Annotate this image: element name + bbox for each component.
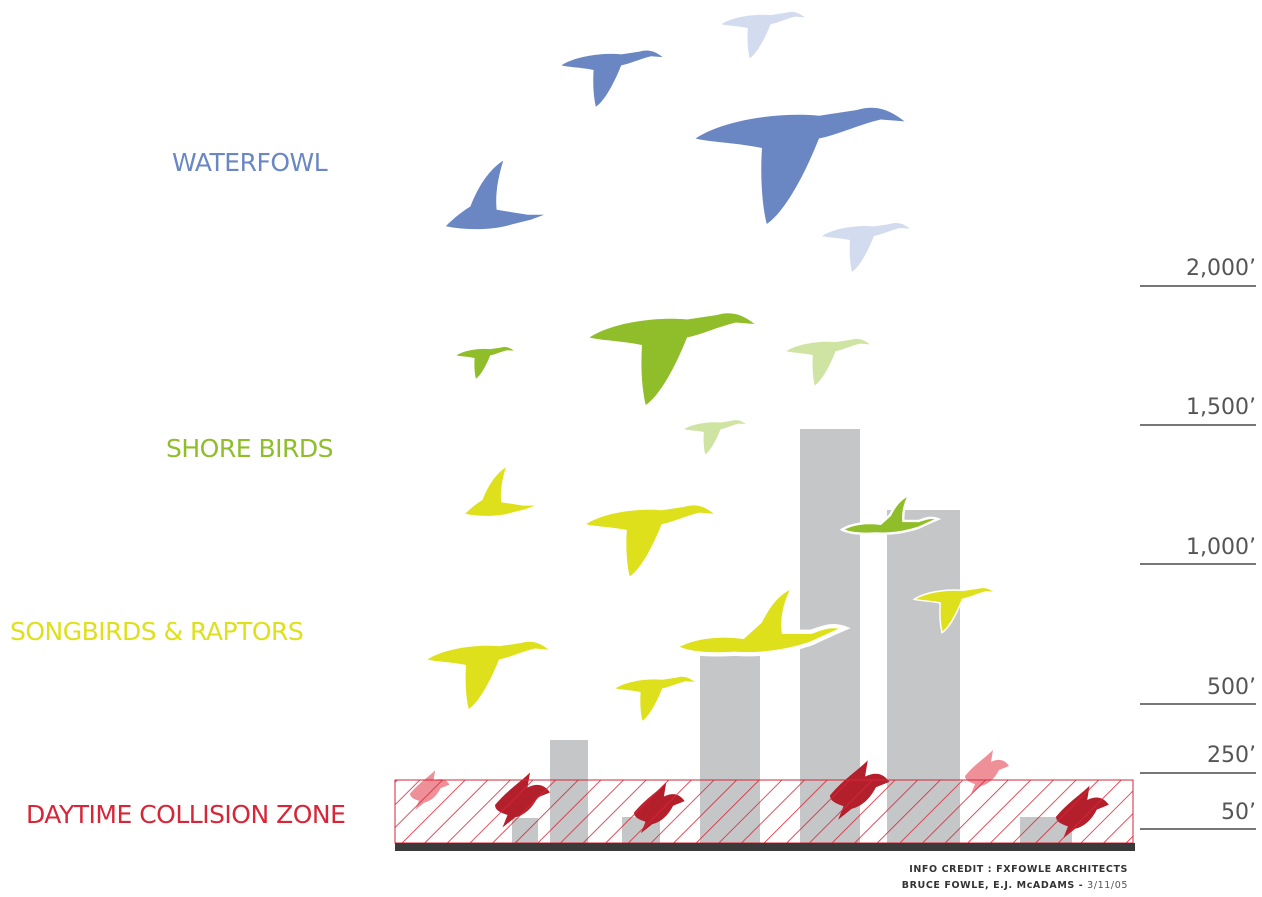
label-collision-zone: DAYTIME COLLISION ZONE <box>26 800 346 829</box>
label-songbirds-raptors: SONGBIRDS & RAPTORS <box>10 617 304 646</box>
songbird-1 <box>465 467 535 516</box>
altitude-50-line <box>1140 828 1256 830</box>
altitude-1500: 1,500’ <box>1186 395 1256 420</box>
altitude-50: 50’ <box>1221 800 1256 825</box>
waterfowl-goose-2 <box>695 107 905 224</box>
altitude-500: 500’ <box>1207 675 1256 700</box>
altitude-2000: 2,000’ <box>1186 256 1256 281</box>
label-shore-birds: SHORE BIRDS <box>166 434 333 463</box>
label-waterfowl: WATERFOWL <box>172 148 328 177</box>
waterfowl-cormorant <box>445 160 545 230</box>
altitude-1000: 1,000’ <box>1186 535 1256 560</box>
songbird-5 <box>615 676 695 721</box>
altitude-250-line <box>1140 772 1256 774</box>
waterfowl-goose-pale-1 <box>721 11 805 59</box>
altitude-1500-line <box>1140 424 1256 426</box>
shore-bird-1 <box>456 346 514 379</box>
credit-authors: BRUCE FOWLE, E.J. McADAMS - <box>901 880 1088 891</box>
waterfowl-goose-pale-2 <box>822 223 910 272</box>
credit-line-2: BRUCE FOWLE, E.J. McADAMS - 3/11/05 <box>902 880 1128 891</box>
altitude-250: 250’ <box>1207 743 1256 768</box>
shore-bird-pale-2 <box>684 420 746 455</box>
shore-bird-2 <box>589 313 755 405</box>
credit-line-1: INFO CREDIT : FXFOWLE ARCHITECTS <box>909 864 1128 875</box>
credit-date: 3/11/05 <box>1087 880 1128 891</box>
ground-line <box>395 843 1135 851</box>
altitude-500-line <box>1140 703 1256 705</box>
waterfowl-goose-1 <box>561 50 663 107</box>
songbird-4 <box>427 641 549 709</box>
altitude-2000-line <box>1140 285 1256 287</box>
songbird-2 <box>586 505 714 577</box>
collision-zone-hatch <box>394 779 1134 844</box>
altitude-1000-line <box>1140 563 1256 565</box>
shore-bird-pale-1 <box>786 338 870 386</box>
